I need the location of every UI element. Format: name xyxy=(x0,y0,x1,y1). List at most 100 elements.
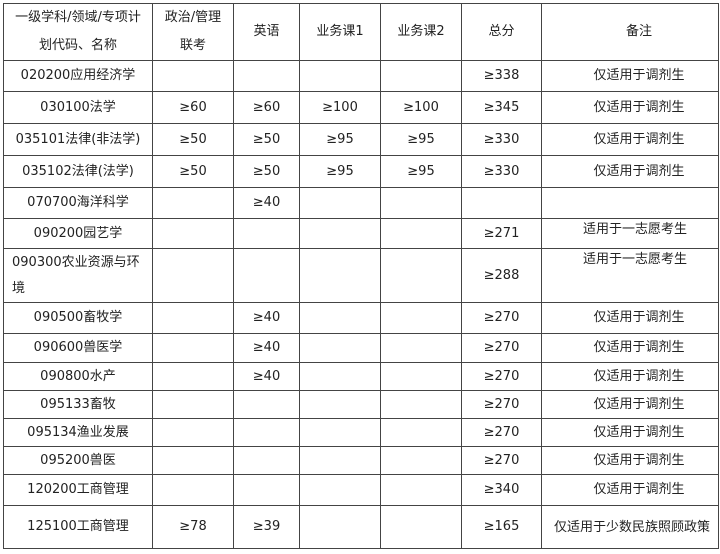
table-row: 095200兽医 ≥270 仅适用于调剂生 xyxy=(3,446,719,475)
table-row: 095134渔业发展 ≥270 仅适用于调剂生 xyxy=(3,418,719,447)
cell-english xyxy=(233,248,300,303)
cell-remark xyxy=(541,187,719,219)
table-row: 125100工商管理 ≥78 ≥39 ≥165 仅适用于少数民族照顾政策 xyxy=(3,505,719,549)
cell-course2 xyxy=(380,505,462,549)
cell-remark: 仅适用于调剂生 xyxy=(541,302,719,334)
header-course1: 业务课1 xyxy=(299,3,381,61)
cell-subject: 030100法学 xyxy=(3,91,153,124)
cell-english: ≥50 xyxy=(233,123,300,156)
cell-remark: 仅适用于调剂生 xyxy=(541,474,719,506)
cell-course2 xyxy=(380,187,462,219)
cell-total: ≥270 xyxy=(461,390,542,419)
cell-course1 xyxy=(299,505,381,549)
cell-subject: 090300农业资源与环境 xyxy=(3,248,153,303)
cell-remark: 仅适用于调剂生 xyxy=(541,362,719,391)
cell-total: ≥288 xyxy=(461,248,542,303)
cell-english: ≥40 xyxy=(233,362,300,391)
cell-subject: 090600兽医学 xyxy=(3,333,153,363)
cell-remark: 仅适用于调剂生 xyxy=(541,390,719,419)
cell-politics: ≥50 xyxy=(152,123,234,156)
cell-course2 xyxy=(380,218,462,249)
header-course2: 业务课2 xyxy=(380,3,462,61)
cell-politics xyxy=(152,333,234,363)
cell-course1: ≥95 xyxy=(299,123,381,156)
cell-course1 xyxy=(299,302,381,334)
table-row: 030100法学 ≥60 ≥60 ≥100 ≥100 ≥345 仅适用于调剂生 xyxy=(3,91,719,124)
cell-total: ≥165 xyxy=(461,505,542,549)
cell-remark: 仅适用于调剂生 xyxy=(541,123,719,156)
cell-subject: 090200园艺学 xyxy=(3,218,153,249)
cell-remark: 仅适用于调剂生 xyxy=(541,333,719,363)
cell-subject: 070700海洋科学 xyxy=(3,187,153,219)
cell-course2: ≥95 xyxy=(380,155,462,188)
cell-total: ≥270 xyxy=(461,362,542,391)
cell-course1 xyxy=(299,446,381,475)
table-row: 020200应用经济学 ≥338 仅适用于调剂生 xyxy=(3,60,719,92)
cell-politics xyxy=(152,60,234,92)
cell-remark: 仅适用于调剂生 xyxy=(541,446,719,475)
cell-course1 xyxy=(299,390,381,419)
cell-subject: 125100工商管理 xyxy=(3,505,153,549)
cell-politics xyxy=(152,390,234,419)
cell-course1 xyxy=(299,187,381,219)
cell-english: ≥40 xyxy=(233,333,300,363)
cell-remark: 适用于一志愿考生 xyxy=(541,218,719,249)
cell-course1 xyxy=(299,474,381,506)
table-row: 090500畜牧学 ≥40 ≥270 仅适用于调剂生 xyxy=(3,302,719,334)
cell-english xyxy=(233,474,300,506)
cell-english xyxy=(233,390,300,419)
cell-total: ≥338 xyxy=(461,60,542,92)
cell-politics xyxy=(152,418,234,447)
cell-course2 xyxy=(380,362,462,391)
header-total: 总分 xyxy=(461,3,542,61)
cell-remark: 仅适用于调剂生 xyxy=(541,418,719,447)
table-row: 070700海洋科学 ≥40 xyxy=(3,187,719,219)
cell-politics xyxy=(152,446,234,475)
table-row: 090800水产 ≥40 ≥270 仅适用于调剂生 xyxy=(3,362,719,391)
cell-english: ≥60 xyxy=(233,91,300,124)
cell-total: ≥345 xyxy=(461,91,542,124)
cell-total: ≥270 xyxy=(461,446,542,475)
cell-course2 xyxy=(380,446,462,475)
cell-total: ≥340 xyxy=(461,474,542,506)
table-row: 090600兽医学 ≥40 ≥270 仅适用于调剂生 xyxy=(3,333,719,363)
cell-english xyxy=(233,418,300,447)
cell-english xyxy=(233,446,300,475)
cell-total: ≥330 xyxy=(461,123,542,156)
table-body: 020200应用经济学 ≥338 仅适用于调剂生 030100法学 ≥60 ≥60 ≥100… xyxy=(3,60,719,549)
cell-course2: ≥95 xyxy=(380,123,462,156)
cell-remark: 仅适用于调剂生 xyxy=(541,91,719,124)
cell-subject: 035102法律(法学) xyxy=(3,155,153,188)
header-subject: 一级学科/领域/专项计划代码、名称 xyxy=(3,3,153,61)
cell-course2 xyxy=(380,333,462,363)
cell-course1 xyxy=(299,362,381,391)
cell-remark: 仅适用于少数民族照顾政策 xyxy=(541,505,719,549)
cell-total: ≥330 xyxy=(461,155,542,188)
cell-english: ≥50 xyxy=(233,155,300,188)
cell-politics: ≥78 xyxy=(152,505,234,549)
cell-course1 xyxy=(299,218,381,249)
cell-course2 xyxy=(380,474,462,506)
table-row: 120200工商管理 ≥340 仅适用于调剂生 xyxy=(3,474,719,506)
cell-remark: 仅适用于调剂生 xyxy=(541,60,719,92)
table-row: 090300农业资源与环境 ≥288 适用于一志愿考生 xyxy=(3,248,719,303)
cell-course2: ≥100 xyxy=(380,91,462,124)
cell-course1 xyxy=(299,418,381,447)
cell-subject: 035101法律(非法学) xyxy=(3,123,153,156)
cell-course2 xyxy=(380,302,462,334)
cell-total xyxy=(461,187,542,219)
cell-remark: 仅适用于调剂生 xyxy=(541,155,719,188)
cell-politics: ≥60 xyxy=(152,91,234,124)
cell-course2 xyxy=(380,60,462,92)
header-politics: 政治/管理联考 xyxy=(152,3,234,61)
header-remark: 备注 xyxy=(541,3,719,61)
table-row: 035102法律(法学) ≥50 ≥50 ≥95 ≥95 ≥330 仅适用于调剂生 xyxy=(3,155,719,188)
cell-total: ≥270 xyxy=(461,302,542,334)
cell-politics xyxy=(152,248,234,303)
cell-course2 xyxy=(380,248,462,303)
cell-politics xyxy=(152,187,234,219)
cell-subject: 095200兽医 xyxy=(3,446,153,475)
cell-course1 xyxy=(299,60,381,92)
cell-politics xyxy=(152,474,234,506)
cell-course1: ≥95 xyxy=(299,155,381,188)
